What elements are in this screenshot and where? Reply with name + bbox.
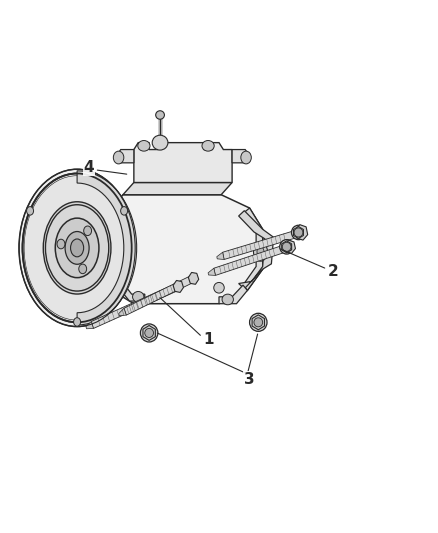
Ellipse shape (257, 247, 264, 256)
Ellipse shape (280, 240, 293, 254)
Polygon shape (293, 227, 304, 238)
Ellipse shape (65, 231, 89, 264)
Text: 1: 1 (203, 333, 213, 348)
Ellipse shape (24, 176, 130, 320)
Ellipse shape (120, 207, 127, 215)
Ellipse shape (26, 178, 128, 318)
Ellipse shape (254, 318, 263, 327)
Ellipse shape (31, 184, 124, 311)
Ellipse shape (74, 318, 81, 326)
Polygon shape (223, 230, 298, 260)
Ellipse shape (22, 173, 132, 322)
Polygon shape (214, 244, 287, 276)
Polygon shape (143, 326, 155, 341)
Ellipse shape (113, 151, 124, 164)
Polygon shape (119, 308, 126, 316)
Ellipse shape (241, 151, 251, 164)
Ellipse shape (214, 282, 224, 293)
Ellipse shape (71, 239, 84, 257)
Ellipse shape (141, 324, 158, 342)
Ellipse shape (57, 239, 65, 249)
Ellipse shape (152, 135, 168, 150)
Polygon shape (252, 315, 265, 330)
Text: 3: 3 (244, 372, 255, 387)
Polygon shape (217, 252, 224, 260)
Polygon shape (284, 240, 296, 254)
Ellipse shape (46, 205, 109, 291)
Polygon shape (112, 195, 263, 304)
Ellipse shape (43, 202, 111, 294)
Polygon shape (118, 150, 134, 163)
Polygon shape (243, 208, 263, 290)
Ellipse shape (250, 313, 267, 332)
Ellipse shape (27, 207, 34, 215)
Polygon shape (208, 268, 215, 276)
Polygon shape (282, 241, 292, 253)
Ellipse shape (155, 111, 164, 119)
Ellipse shape (291, 225, 305, 240)
Polygon shape (92, 221, 112, 272)
Ellipse shape (222, 294, 233, 305)
Polygon shape (86, 321, 93, 329)
Polygon shape (173, 280, 184, 293)
Text: 2: 2 (328, 264, 339, 279)
Ellipse shape (202, 141, 214, 151)
Polygon shape (123, 182, 232, 195)
Polygon shape (188, 272, 199, 284)
Ellipse shape (35, 191, 119, 305)
Polygon shape (239, 211, 274, 289)
Polygon shape (219, 285, 247, 304)
Polygon shape (92, 284, 177, 328)
Ellipse shape (27, 180, 127, 316)
Ellipse shape (39, 195, 116, 301)
Ellipse shape (32, 187, 122, 309)
Ellipse shape (79, 264, 87, 273)
Ellipse shape (55, 218, 99, 278)
Ellipse shape (37, 193, 117, 303)
Ellipse shape (138, 141, 150, 151)
Polygon shape (134, 143, 232, 182)
Ellipse shape (133, 292, 144, 302)
Ellipse shape (34, 189, 120, 307)
Ellipse shape (294, 228, 303, 237)
Ellipse shape (283, 243, 291, 252)
Polygon shape (112, 274, 145, 301)
Ellipse shape (40, 197, 114, 298)
Polygon shape (295, 224, 308, 240)
Ellipse shape (145, 328, 153, 337)
Polygon shape (77, 171, 137, 325)
Ellipse shape (84, 226, 92, 236)
Ellipse shape (19, 169, 135, 327)
Ellipse shape (118, 272, 128, 282)
Polygon shape (124, 276, 192, 315)
Ellipse shape (254, 242, 268, 261)
Ellipse shape (29, 182, 125, 313)
Text: 4: 4 (84, 160, 94, 175)
Polygon shape (232, 150, 248, 163)
